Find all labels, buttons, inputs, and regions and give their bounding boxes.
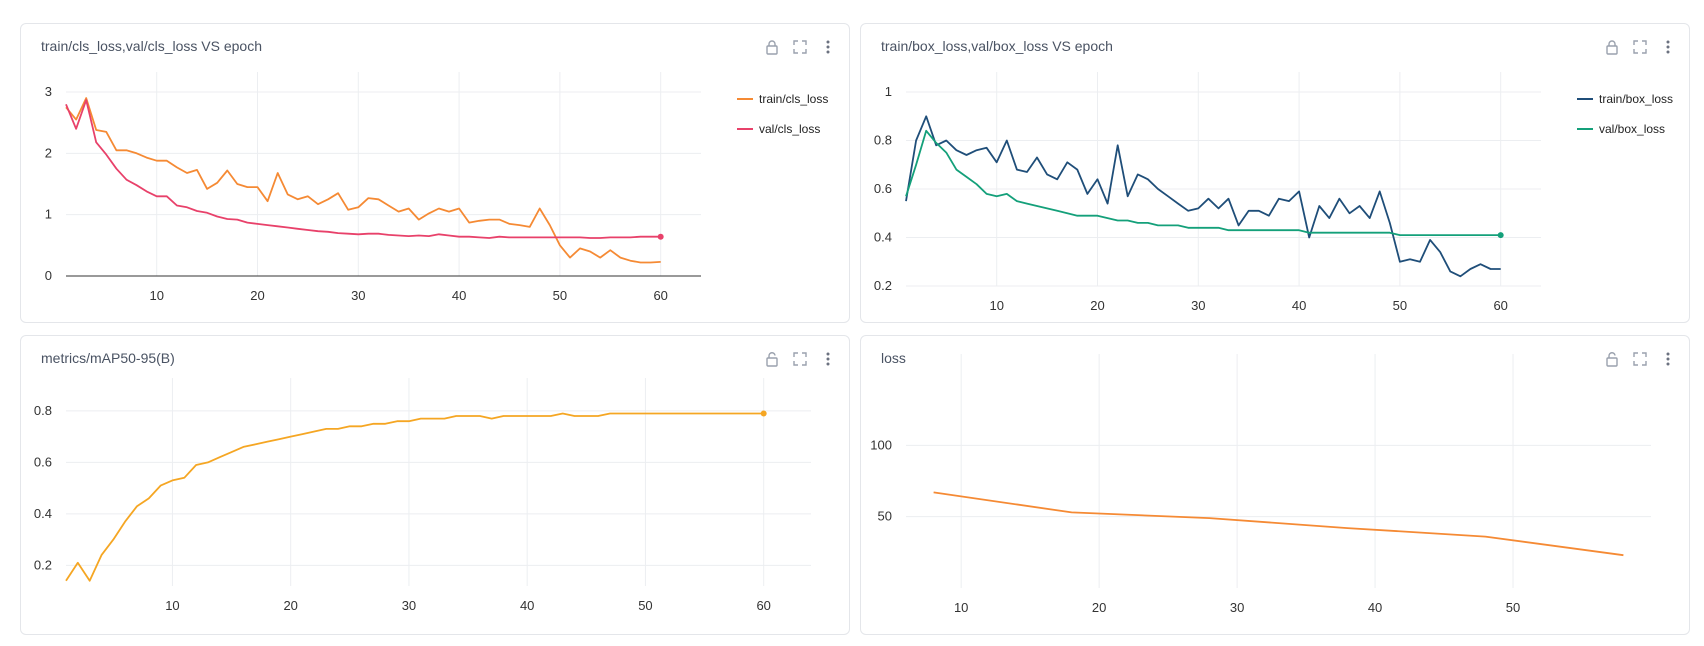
x-tick-label: 10 [989, 298, 1003, 313]
legend-item-val-box-loss[interactable]: val/box_loss [1577, 114, 1673, 144]
x-tick-label: 40 [1292, 298, 1306, 313]
x-tick-label: 60 [653, 288, 667, 303]
y-tick-label: 0.4 [874, 230, 892, 245]
x-tick-label: 20 [1092, 600, 1106, 615]
x-tick-label: 30 [1191, 298, 1205, 313]
more-options-icon[interactable] [1659, 350, 1677, 368]
x-tick-label: 20 [283, 598, 297, 613]
lock-closed-icon[interactable] [763, 38, 781, 56]
legend-label: train/box_loss [1599, 92, 1674, 106]
chart-box-loss: 10 20 30 40 50 60 0.2 0.4 0.6 0.8 1 [874, 72, 1541, 313]
fullscreen-icon[interactable] [791, 350, 809, 368]
panel-box-loss: train/box_loss,val/box_loss VS epoch 10 2… [860, 23, 1690, 323]
y-tick-label: 3 [45, 84, 52, 99]
x-tick-label: 10 [165, 598, 179, 613]
series-end-point [760, 410, 767, 417]
y-tick-label: 0.6 [34, 454, 52, 469]
more-options-icon[interactable] [819, 350, 837, 368]
y-tick-label: 100 [870, 437, 892, 452]
lock-open-icon[interactable] [763, 350, 781, 368]
legend-item-train-cls-loss[interactable]: train/cls_loss [737, 84, 828, 114]
x-tick-label: 20 [250, 288, 264, 303]
more-options-icon[interactable] [819, 38, 837, 56]
panel-tools [1603, 38, 1677, 56]
series-end-point [1497, 232, 1504, 239]
panel-map50-95: metrics/mAP50-95(B) 10 20 30 40 50 60 0.2 0.4 0.… [20, 335, 850, 635]
chart-map50-95: 10 20 30 40 50 60 0.2 0.4 0.6 0.8 [34, 378, 811, 613]
series-line-1 [65, 99, 661, 239]
panel-loss: loss 10 20 30 40 50 50 100 [860, 335, 1690, 635]
panel-title: train/box_loss,val/box_loss VS epoch [881, 38, 1113, 54]
y-tick-label: 2 [45, 145, 52, 160]
lock-open-icon[interactable] [1603, 350, 1621, 368]
series-line-0 [933, 491, 1624, 557]
y-tick-label: 0.2 [874, 278, 892, 293]
chart-loss: 10 20 30 40 50 50 100 [870, 354, 1651, 615]
y-tick-label: 1 [45, 207, 52, 222]
legend: train/box_loss val/box_loss [1577, 84, 1673, 144]
x-tick-label: 50 [1506, 600, 1520, 615]
x-tick-label: 50 [638, 598, 652, 613]
x-tick-label: 20 [1090, 298, 1104, 313]
y-tick-label: 0.8 [874, 133, 892, 148]
more-options-icon[interactable] [1659, 38, 1677, 56]
series-end-point [657, 233, 664, 240]
x-tick-label: 30 [402, 598, 416, 613]
legend-item-train-box-loss[interactable]: train/box_loss [1577, 84, 1673, 114]
chart-cls-loss: 10 20 30 40 50 60 0 1 2 3 [45, 72, 701, 303]
series-line-0 [905, 115, 1501, 278]
x-tick-label: 60 [1493, 298, 1507, 313]
y-tick-label: 0.2 [34, 557, 52, 572]
legend-label: train/cls_loss [759, 92, 829, 106]
x-tick-label: 40 [452, 288, 466, 303]
panel-tools [763, 350, 837, 368]
x-tick-label: 30 [351, 288, 365, 303]
x-tick-label: 50 [553, 288, 567, 303]
lock-closed-icon[interactable] [1603, 38, 1621, 56]
y-tick-label: 50 [878, 509, 892, 524]
series-line-1 [905, 129, 1501, 237]
legend: train/cls_loss val/cls_loss [737, 84, 828, 144]
y-tick-label: 0.8 [34, 403, 52, 418]
x-tick-label: 40 [1368, 600, 1382, 615]
y-tick-label: 0.4 [34, 506, 52, 521]
x-tick-label: 50 [1393, 298, 1407, 313]
fullscreen-icon[interactable] [791, 38, 809, 56]
series-line-0 [65, 97, 661, 264]
panel-cls-loss: train/cls_loss,val/cls_loss VS epoch 10 2… [20, 23, 850, 323]
legend-item-val-cls-loss[interactable]: val/cls_loss [737, 114, 828, 144]
y-tick-label: 1 [885, 84, 892, 99]
y-tick-label: 0 [45, 268, 52, 283]
legend-label: val/cls_loss [759, 122, 821, 136]
y-tick-label: 0.6 [874, 181, 892, 196]
x-tick-label: 40 [520, 598, 534, 613]
panel-tools [1603, 350, 1677, 368]
panel-title: loss [881, 350, 906, 366]
x-tick-label: 10 [149, 288, 163, 303]
x-tick-label: 30 [1230, 600, 1244, 615]
x-tick-label: 10 [954, 600, 968, 615]
fullscreen-icon[interactable] [1631, 350, 1649, 368]
legend-label: val/box_loss [1599, 122, 1666, 136]
panel-title: metrics/mAP50-95(B) [41, 350, 175, 366]
panel-tools [763, 38, 837, 56]
panel-title: train/cls_loss,val/cls_loss VS epoch [41, 38, 262, 54]
x-tick-label: 60 [756, 598, 770, 613]
fullscreen-icon[interactable] [1631, 38, 1649, 56]
series-line-0 [65, 412, 764, 582]
